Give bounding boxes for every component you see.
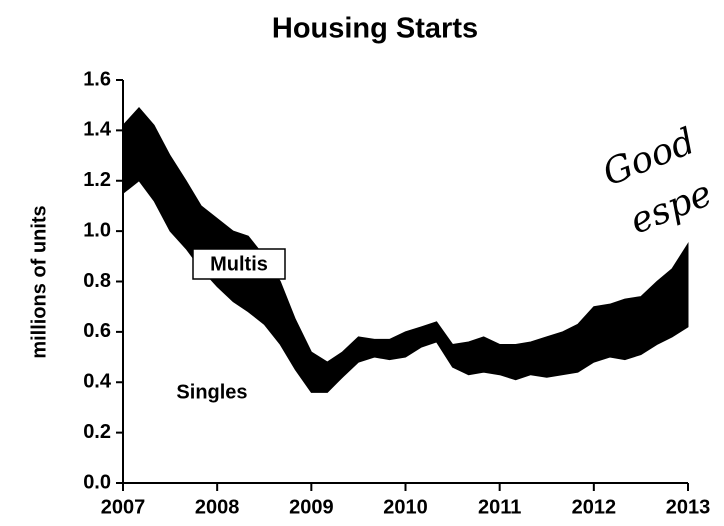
legend-label: Multis (210, 253, 268, 275)
y-tick-label: 0.0 (83, 471, 111, 493)
area (123, 180, 688, 483)
y-tick-label: 0.2 (83, 421, 111, 443)
legend-box (192, 248, 286, 280)
y-axis-label: millions of units (28, 205, 50, 358)
y-tick-label: 1.0 (83, 219, 111, 241)
y-tick-label: 1.2 (83, 169, 111, 191)
x-tick-label: 2009 (289, 496, 334, 518)
x-tick-label: 2010 (383, 496, 428, 518)
area (122, 106, 689, 393)
x-tick-label: 2007 (101, 496, 146, 518)
legend-label: Singles (176, 381, 247, 403)
y-tick-label: 0.8 (83, 270, 111, 292)
x-tick-label: 2011 (478, 496, 521, 518)
y-tick-label: 0.4 (83, 371, 112, 393)
chart-title: Housing Starts (272, 13, 478, 45)
x-tick-label: 2013 (666, 496, 711, 518)
x-tick-label: 2008 (195, 496, 240, 518)
x-tick-label: 2012 (572, 496, 617, 518)
y-tick-label: 1.6 (83, 68, 111, 90)
y-tick-label: 0.6 (83, 320, 111, 342)
y-tick-label: 1.4 (83, 119, 112, 141)
